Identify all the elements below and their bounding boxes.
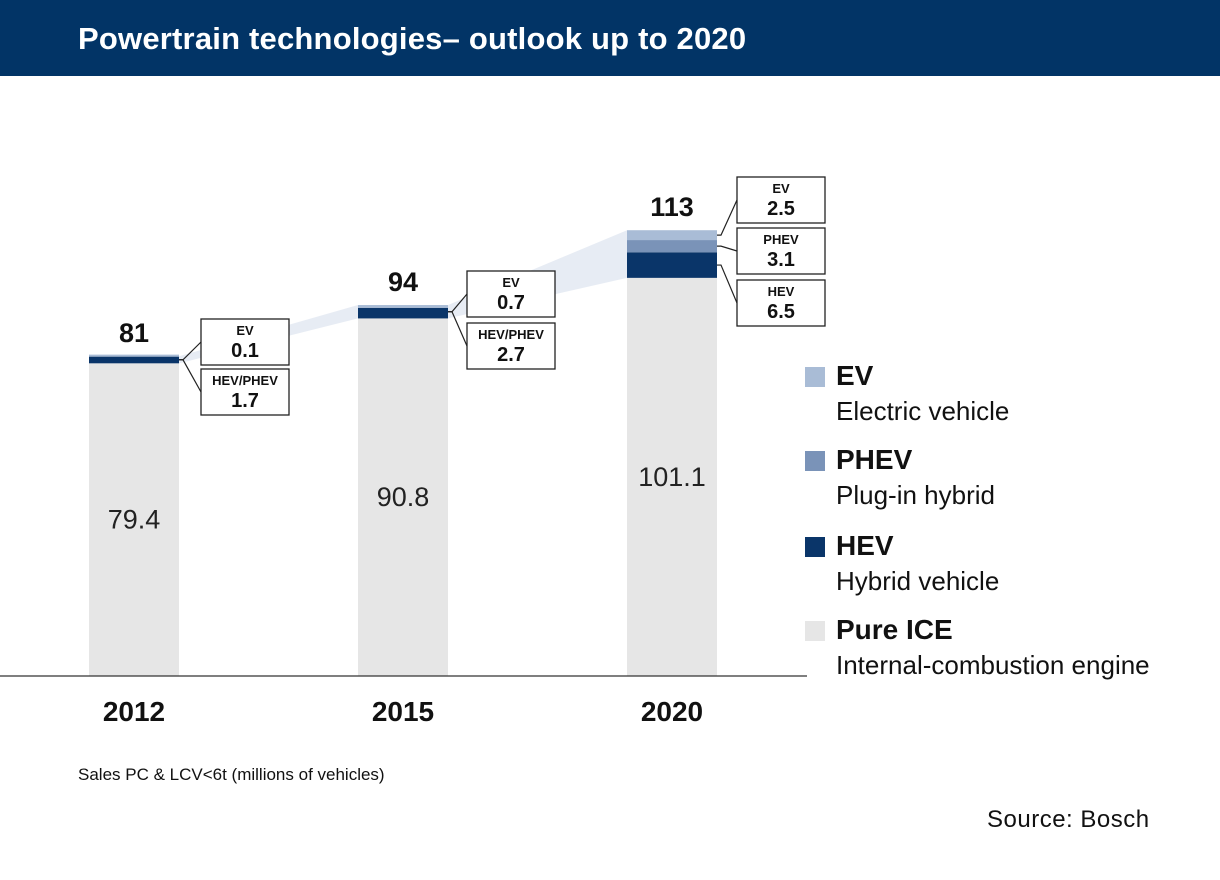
bar-pure-ice-2020 bbox=[627, 277, 717, 676]
header-banner: Powertrain technologies– outlook up to 2… bbox=[0, 0, 1220, 76]
callout-label-ev-2020: EV bbox=[772, 181, 790, 196]
callout-label-ev-2012: EV bbox=[236, 323, 254, 338]
legend-item-ice: Pure ICE Internal-combustion engine bbox=[805, 614, 1215, 684]
legend-swatch-hev bbox=[805, 537, 825, 557]
bar-hev-2020 bbox=[627, 252, 717, 278]
ice-value-label-2015: 90.8 bbox=[377, 482, 430, 512]
callout-box-ev-2020 bbox=[736, 176, 826, 224]
callout-leader-hev-phev-2012 bbox=[179, 359, 202, 393]
ice-value-label-2012: 79.4 bbox=[108, 505, 161, 535]
total-label-2015: 94 bbox=[388, 267, 418, 297]
callout-box-hev-2020 bbox=[736, 279, 826, 327]
bar-phev-2020 bbox=[627, 240, 717, 253]
callout-label-phev-2020: PHEV bbox=[763, 232, 799, 247]
legend-label-phev: PHEV bbox=[836, 444, 913, 475]
callout-label-hev-2020: HEV bbox=[768, 284, 795, 299]
callout-label-hev-phev-2012: HEV/PHEV bbox=[212, 373, 278, 388]
legend-item-hev: HEV Hybrid vehicle bbox=[805, 530, 1215, 600]
total-label-2020: 113 bbox=[650, 192, 694, 222]
legend-swatch-ev bbox=[805, 367, 825, 387]
callout-leader-phev-2020 bbox=[717, 245, 738, 252]
legend-item-ev: EV Electric vehicle bbox=[805, 360, 1215, 430]
callout-leader-hev-phev-2015 bbox=[448, 311, 468, 347]
callout-value-hev-phev-2012: 1.7 bbox=[231, 390, 259, 412]
total-label-2012: 81 bbox=[119, 318, 149, 348]
legend-swatch-ice bbox=[805, 621, 825, 641]
callout-label-hev-phev-2015: HEV/PHEV bbox=[478, 327, 544, 342]
ice-value-label-2020: 101.1 bbox=[638, 462, 706, 492]
legend-label-ev: EV bbox=[836, 360, 874, 391]
bar-hev-phev-2015 bbox=[358, 307, 448, 319]
legend-desc-hev: Hybrid vehicle bbox=[836, 566, 1000, 596]
x-tick-label-2015: 2015 bbox=[372, 696, 434, 727]
legend-item-phev: PHEV Plug-in hybrid bbox=[805, 444, 1215, 514]
legend-desc-ice: Internal-combustion engine bbox=[836, 650, 1150, 680]
callout-box-hev-phev-2012 bbox=[200, 368, 290, 416]
callout-value-ev-2012: 0.1 bbox=[231, 340, 259, 362]
callout-value-phev-2020: 3.1 bbox=[767, 249, 795, 271]
callout-label-ev-2015: EV bbox=[502, 275, 520, 290]
legend-label-ice: Pure ICE bbox=[836, 614, 953, 645]
source-credit: Source: Bosch bbox=[987, 806, 1150, 833]
callout-value-hev-2020: 6.5 bbox=[767, 301, 795, 323]
x-tick-label-2020: 2020 bbox=[641, 696, 703, 727]
callout-value-ev-2015: 0.7 bbox=[497, 292, 525, 314]
callout-box-phev-2020 bbox=[736, 227, 826, 275]
callout-leader-hev-2020 bbox=[717, 264, 738, 304]
x-tick-label-2012: 2012 bbox=[103, 696, 165, 727]
callout-box-hev-phev-2015 bbox=[466, 322, 556, 370]
callout-leader-ev-2020 bbox=[717, 199, 738, 236]
callout-box-ev-2015 bbox=[466, 270, 556, 318]
callout-box-ev-2012 bbox=[200, 318, 290, 366]
legend-label-hev: HEV bbox=[836, 530, 894, 561]
bar-ev-2012 bbox=[89, 354, 179, 357]
bar-ev-2015 bbox=[358, 305, 448, 308]
bar-pure-ice-2015 bbox=[358, 318, 448, 676]
legend-swatch-phev bbox=[805, 451, 825, 471]
bar-hev-phev-2012 bbox=[89, 356, 179, 364]
legend-desc-phev: Plug-in hybrid bbox=[836, 480, 995, 510]
bar-pure-ice-2012 bbox=[89, 363, 179, 676]
legend-desc-ev: Electric vehicle bbox=[836, 396, 1010, 426]
callout-value-hev-phev-2015: 2.7 bbox=[497, 344, 525, 366]
bar-ev-2020 bbox=[627, 230, 717, 241]
callout-value-ev-2020: 2.5 bbox=[767, 198, 795, 220]
footnote: Sales PC & LCV<6t (millions of vehicles) bbox=[78, 765, 385, 784]
page-title: Powertrain technologies– outlook up to 2… bbox=[78, 21, 747, 56]
